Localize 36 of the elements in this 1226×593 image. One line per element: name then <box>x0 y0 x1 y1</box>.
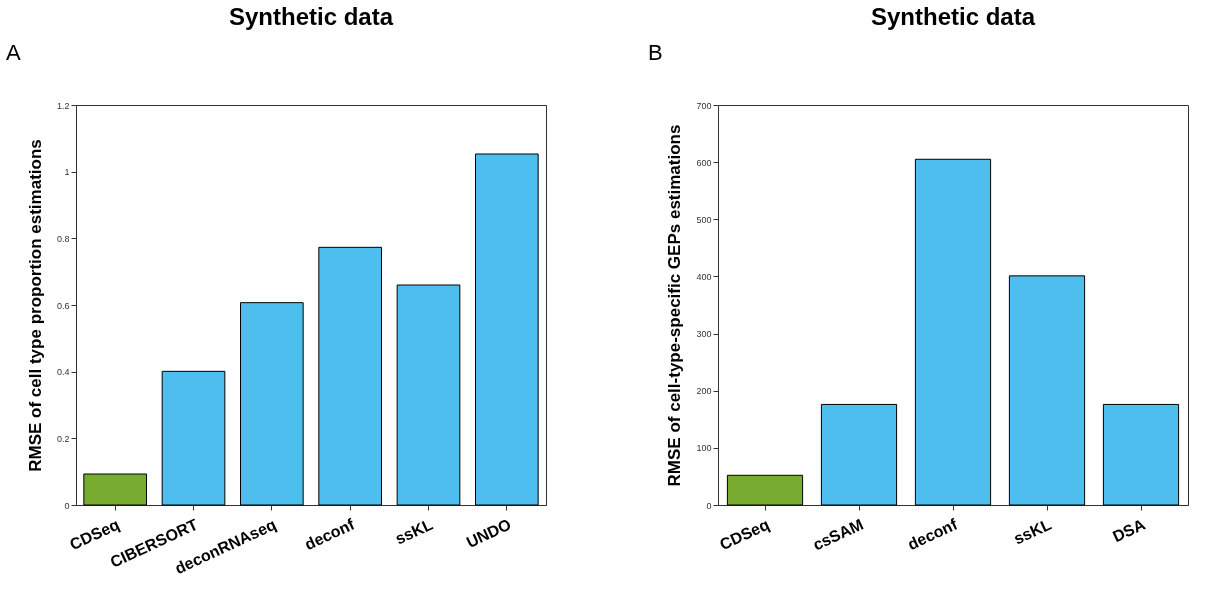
x-tick-label: ssKL <box>1011 515 1054 548</box>
bar <box>726 474 804 506</box>
chart-title: Synthetic data <box>870 3 1036 30</box>
x-tick-label: ssKL <box>392 515 436 548</box>
y-tick-label: 0 <box>706 500 712 511</box>
chart-title: Synthetic data <box>228 3 394 30</box>
bar <box>1008 275 1086 506</box>
x-tick-label: UNDO <box>463 515 514 551</box>
y-tick-label: 400 <box>696 271 712 282</box>
y-tick-label: 0.4 <box>56 367 70 378</box>
y-tick-label: 500 <box>696 214 712 225</box>
y-tick-label: 600 <box>696 157 712 168</box>
bar <box>820 403 898 506</box>
y-tick-label: 200 <box>696 386 712 397</box>
y-tick-label: 700 <box>696 100 712 111</box>
y-tick-label: 0.8 <box>56 233 70 244</box>
y-tick-label: 0 <box>64 500 70 511</box>
y-tick-label: 300 <box>696 329 712 340</box>
y-tick-label: 1 <box>64 167 70 178</box>
bar <box>318 246 382 506</box>
y-tick-label: 100 <box>696 443 712 454</box>
bar <box>396 284 461 506</box>
bar <box>161 370 226 506</box>
text: B <box>648 40 663 65</box>
bar <box>475 153 539 506</box>
x-tick-label: DSA <box>1109 515 1149 546</box>
bar <box>83 473 147 506</box>
y-tick-label: 1.2 <box>56 100 70 111</box>
y-axis-title: RMSE of cell-type-specific GEPs estimations <box>665 124 685 487</box>
y-tick-label: 0.2 <box>56 433 70 444</box>
y-axis-title: RMSE of cell type proportion estimations <box>25 139 45 472</box>
bar <box>914 158 992 506</box>
y-tick-label: 0.6 <box>56 300 70 311</box>
bar <box>240 302 304 506</box>
bar <box>1102 403 1180 506</box>
text: A <box>6 40 21 65</box>
